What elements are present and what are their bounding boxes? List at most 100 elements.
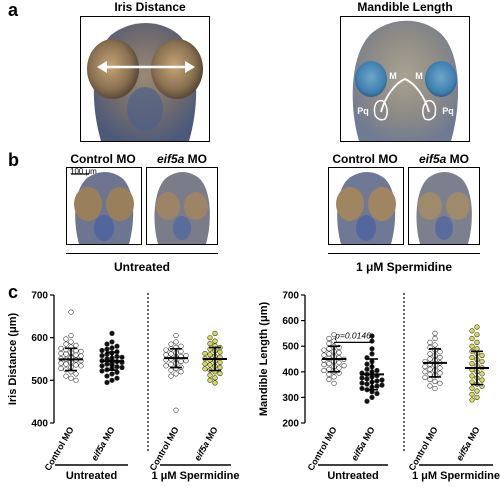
group-label: 1 μM Spermidine <box>412 470 500 482</box>
data-point <box>336 349 342 356</box>
data-point <box>99 363 105 369</box>
group-label: Untreated <box>66 470 117 482</box>
category-label: eif5a MO <box>349 425 376 462</box>
data-point <box>369 351 375 357</box>
category-label: eif5a MO <box>89 425 116 462</box>
data-point <box>341 363 347 369</box>
data-point <box>119 364 125 371</box>
data-point <box>104 341 110 347</box>
data-point <box>374 383 380 389</box>
category-label: eif5a MO <box>192 425 219 462</box>
data-point <box>364 381 370 387</box>
category-label-suffix: MO <box>203 425 220 445</box>
data-point <box>479 377 485 383</box>
data-point <box>178 358 184 365</box>
y-tick-label: 400 <box>282 367 299 378</box>
panel-letter-b: b <box>8 150 19 170</box>
b-spermidine-eif5a-photo <box>408 167 480 245</box>
data-point <box>437 354 443 361</box>
data-point <box>326 335 332 342</box>
data-point <box>63 341 69 347</box>
data-point <box>109 339 115 345</box>
data-point <box>469 391 475 397</box>
data-point <box>163 347 169 353</box>
data-point <box>78 363 84 369</box>
data-point <box>114 375 120 381</box>
data-point <box>58 345 64 351</box>
data-point <box>364 376 370 382</box>
b-right-eif5a-label: eif5a MO <box>408 152 480 166</box>
data-point <box>173 332 179 339</box>
b-untreated-label: Untreated <box>113 260 170 274</box>
data-point <box>73 342 79 348</box>
data-point <box>374 390 380 397</box>
data-point <box>178 348 184 354</box>
data-point <box>422 364 428 370</box>
data-point <box>207 372 213 378</box>
data-point <box>422 374 428 381</box>
data-point <box>427 356 433 362</box>
data-point <box>432 342 438 348</box>
data-point <box>58 365 64 371</box>
b-untreated-eif5a-photo <box>146 167 218 245</box>
data-point <box>326 346 332 352</box>
data-point <box>212 338 218 344</box>
data-point <box>73 377 79 383</box>
data-point <box>63 351 69 357</box>
y-axis-label: Iris Distance (μm) <box>7 313 19 406</box>
data-point <box>207 335 213 341</box>
b-untreated-rule <box>66 253 218 254</box>
data-point <box>474 332 480 338</box>
y-axis-label: Mandible Length (μm) <box>258 302 270 417</box>
category-label-suffix: MO <box>360 425 377 445</box>
category-label-suffix: MO <box>465 425 482 445</box>
data-point <box>114 364 120 370</box>
group-label: 1 μM Spermidine <box>151 470 239 482</box>
data-point <box>119 354 125 360</box>
b-spermidine-control-photo <box>328 167 404 245</box>
data-point <box>427 376 433 383</box>
data-point <box>321 352 327 358</box>
data-point <box>217 349 223 355</box>
data-point <box>479 352 485 359</box>
data-point <box>364 366 370 372</box>
data-point <box>99 352 105 359</box>
data-point <box>336 365 342 371</box>
data-point <box>68 309 74 315</box>
data-point <box>168 361 174 368</box>
y-tick-label: 200 <box>282 419 299 430</box>
data-point <box>109 377 115 383</box>
data-point <box>217 370 223 377</box>
data-point <box>359 385 365 392</box>
mandible-length-title: Mandible Length <box>357 0 453 14</box>
panel-letter-c: c <box>8 282 19 302</box>
mandible-label-m-right: M <box>415 71 423 81</box>
b-untreated-control-photo <box>66 167 142 245</box>
y-tick-label: 500 <box>282 342 299 353</box>
data-point <box>369 346 375 352</box>
data-point <box>173 407 179 413</box>
data-point <box>469 335 475 342</box>
data-point <box>163 352 169 358</box>
data-point <box>369 333 375 339</box>
data-point <box>437 370 443 376</box>
b-left-eif5a-label: eif5a MO <box>146 152 218 166</box>
mandible-label-pq-right: Pq <box>442 106 454 116</box>
data-point <box>99 347 105 354</box>
data-point <box>331 332 337 338</box>
data-point <box>212 375 218 381</box>
data-point <box>104 373 110 379</box>
mandible-label-m-left: M <box>389 71 397 81</box>
data-point <box>364 398 370 404</box>
data-point <box>321 347 327 353</box>
data-point <box>78 348 84 354</box>
data-point <box>212 380 218 386</box>
data-point <box>469 379 475 385</box>
scale-bar-label: 100 μm <box>70 167 97 176</box>
data-point <box>207 341 213 347</box>
data-point <box>427 366 433 372</box>
data-point <box>469 361 475 367</box>
data-point <box>68 339 74 345</box>
y-tick-label: 500 <box>31 376 48 387</box>
